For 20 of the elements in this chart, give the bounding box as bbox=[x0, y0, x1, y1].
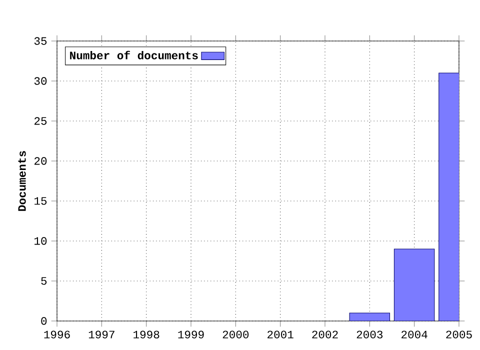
x-tick-label: 1997 bbox=[88, 330, 114, 338]
y-tick-label: 10 bbox=[34, 237, 47, 245]
legend-label: Number of documents bbox=[70, 50, 198, 60]
y-tick-label: 25 bbox=[34, 117, 47, 125]
x-tick-label: 1996 bbox=[44, 330, 70, 338]
x-tick-label: 2003 bbox=[356, 330, 383, 338]
x-tick-label: 2004 bbox=[402, 330, 428, 338]
y-tick-label: 15 bbox=[34, 197, 47, 205]
x-tick-label: 1998 bbox=[134, 330, 160, 338]
x-tick-label: 2002 bbox=[312, 330, 338, 338]
y-tick-label: 30 bbox=[34, 77, 47, 85]
y-axis-title: Documents bbox=[18, 151, 26, 211]
y-tick-label: 35 bbox=[34, 37, 47, 45]
x-tick-label: 1999 bbox=[178, 330, 204, 338]
y-tick-label: 20 bbox=[34, 157, 47, 165]
x-tick-label: 2000 bbox=[222, 330, 249, 338]
x-tick-label: 2001 bbox=[268, 330, 294, 338]
x-tick-label: 2005 bbox=[446, 330, 472, 338]
y-tick-label: 5 bbox=[41, 277, 47, 285]
y-tick-label: 0 bbox=[41, 317, 47, 325]
